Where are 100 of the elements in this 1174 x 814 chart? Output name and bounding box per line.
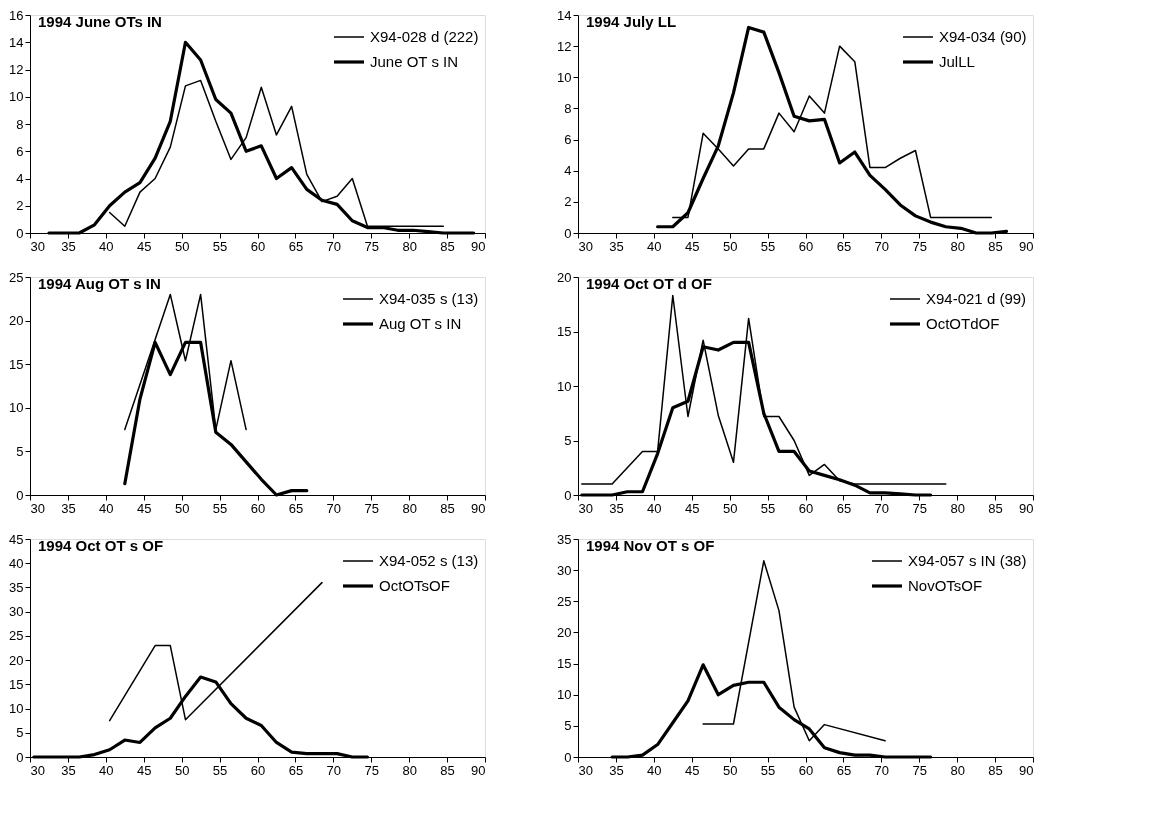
y-tick-label: 15 bbox=[557, 324, 572, 339]
x-tick-label: 40 bbox=[99, 238, 114, 254]
y-tick-label: 4 bbox=[16, 171, 24, 186]
x-tick-label: 45 bbox=[137, 500, 152, 516]
y-tick-label: 25 bbox=[557, 593, 572, 609]
legend-label: OctOTdOF bbox=[926, 315, 1000, 332]
chart-title: 1994 Aug OT s IN bbox=[38, 275, 161, 292]
x-tick-label: 75 bbox=[364, 500, 379, 516]
x-tick-label: 50 bbox=[174, 762, 190, 778]
x-tick-label: 35 bbox=[609, 238, 624, 254]
x-tick-label: 65 bbox=[288, 762, 304, 778]
y-tick-label: 5 bbox=[16, 725, 24, 741]
y-tick-label: 35 bbox=[557, 531, 572, 547]
y-tick-label: 20 bbox=[557, 624, 572, 640]
legend-label: JulLL bbox=[939, 53, 975, 70]
x-tick-label: 55 bbox=[760, 762, 776, 778]
chart-title: 1994 June OTs IN bbox=[38, 13, 162, 30]
x-tick-label: 85 bbox=[988, 762, 1003, 778]
y-tick-label: 30 bbox=[557, 562, 572, 578]
x-tick-label: 70 bbox=[874, 238, 890, 254]
x-tick-label: 80 bbox=[950, 238, 965, 254]
y-tick-label: 10 bbox=[9, 701, 24, 717]
x-tick-label: 90 bbox=[471, 500, 486, 516]
y-tick-label: 14 bbox=[9, 34, 24, 50]
x-tick-label: 45 bbox=[685, 762, 700, 778]
legend-label: June OT s IN bbox=[370, 53, 459, 70]
y-tick-label: 40 bbox=[9, 555, 24, 571]
y-tick-label: 6 bbox=[16, 143, 24, 159]
x-tick-label: 45 bbox=[137, 238, 152, 254]
x-tick-label: 80 bbox=[402, 238, 417, 254]
x-tick-label: 90 bbox=[1019, 762, 1034, 778]
x-tick-label: 35 bbox=[61, 238, 76, 254]
legend-label: X94-021 d (99) bbox=[926, 290, 1027, 307]
x-tick-label: 40 bbox=[647, 500, 662, 516]
y-tick-label: 8 bbox=[564, 100, 572, 116]
x-tick-label: 30 bbox=[578, 238, 593, 254]
x-tick-label: 50 bbox=[174, 500, 190, 516]
x-tick-label: 55 bbox=[212, 238, 228, 254]
chart-title: 1994 July LL bbox=[586, 13, 677, 30]
x-tick-label: 65 bbox=[836, 238, 852, 254]
y-tick-label: 12 bbox=[9, 62, 24, 77]
legend-label: X94-057 s IN (38) bbox=[908, 552, 1027, 569]
x-tick-label: 70 bbox=[326, 762, 342, 778]
x-tick-label: 30 bbox=[30, 762, 45, 778]
x-tick-label: 65 bbox=[836, 762, 852, 778]
x-tick-label: 35 bbox=[61, 500, 76, 516]
x-tick-label: 60 bbox=[798, 762, 814, 778]
x-tick-label: 55 bbox=[212, 762, 228, 778]
x-tick-label: 35 bbox=[61, 762, 76, 778]
x-tick-label: 40 bbox=[647, 238, 662, 254]
y-tick-label: 15 bbox=[9, 676, 24, 692]
y-tick-label: 5 bbox=[564, 718, 572, 734]
x-tick-label: 90 bbox=[1019, 500, 1034, 516]
x-tick-label: 65 bbox=[288, 238, 304, 254]
x-tick-label: 60 bbox=[798, 500, 814, 516]
legend-label: X94-028 d (222) bbox=[370, 28, 479, 45]
y-tick-label: 30 bbox=[9, 604, 24, 620]
y-tick-label: 8 bbox=[16, 116, 24, 132]
chart-title: 1994 Nov OT s OF bbox=[586, 537, 715, 554]
x-tick-label: 75 bbox=[364, 762, 379, 778]
x-tick-label: 90 bbox=[1019, 238, 1034, 254]
x-tick-label: 55 bbox=[760, 238, 776, 254]
y-tick-label: 15 bbox=[557, 656, 572, 672]
y-tick-label: 15 bbox=[9, 356, 24, 372]
x-tick-label: 30 bbox=[578, 762, 593, 778]
y-tick-label: 12 bbox=[557, 38, 572, 54]
x-tick-label: 65 bbox=[288, 500, 304, 516]
legend-label: X94-034 (90) bbox=[939, 28, 1027, 45]
y-tick-label: 6 bbox=[564, 132, 572, 148]
y-tick-label: 0 bbox=[16, 487, 24, 503]
y-tick-label: 16 bbox=[9, 7, 24, 23]
y-tick-label: 10 bbox=[9, 400, 24, 416]
x-tick-label: 80 bbox=[402, 762, 417, 778]
y-tick-label: 25 bbox=[9, 269, 24, 285]
x-tick-label: 75 bbox=[364, 238, 379, 254]
x-tick-label: 65 bbox=[836, 500, 852, 516]
x-tick-label: 60 bbox=[250, 238, 266, 254]
x-tick-label: 75 bbox=[912, 500, 927, 516]
y-tick-label: 4 bbox=[564, 163, 572, 179]
x-tick-label: 30 bbox=[30, 238, 45, 254]
x-tick-label: 60 bbox=[250, 500, 266, 516]
x-tick-label: 45 bbox=[137, 762, 152, 778]
y-tick-label: 10 bbox=[557, 687, 572, 703]
chart-title: 1994 Oct OT d OF bbox=[586, 275, 712, 292]
x-tick-label: 70 bbox=[326, 238, 342, 254]
x-tick-label: 80 bbox=[950, 500, 965, 516]
x-tick-label: 90 bbox=[471, 762, 486, 778]
x-tick-label: 40 bbox=[647, 762, 662, 778]
x-tick-label: 30 bbox=[30, 500, 45, 516]
y-tick-label: 10 bbox=[9, 89, 24, 105]
x-tick-label: 55 bbox=[212, 500, 228, 516]
x-tick-label: 45 bbox=[685, 238, 700, 254]
x-tick-label: 80 bbox=[402, 500, 417, 516]
y-tick-label: 0 bbox=[16, 749, 24, 765]
y-tick-label: 14 bbox=[557, 7, 572, 23]
x-tick-label: 70 bbox=[874, 500, 890, 516]
x-tick-label: 80 bbox=[950, 762, 965, 778]
x-tick-label: 40 bbox=[99, 762, 114, 778]
y-tick-label: 10 bbox=[557, 378, 572, 394]
legend-label: X94-052 s (13) bbox=[379, 552, 479, 569]
